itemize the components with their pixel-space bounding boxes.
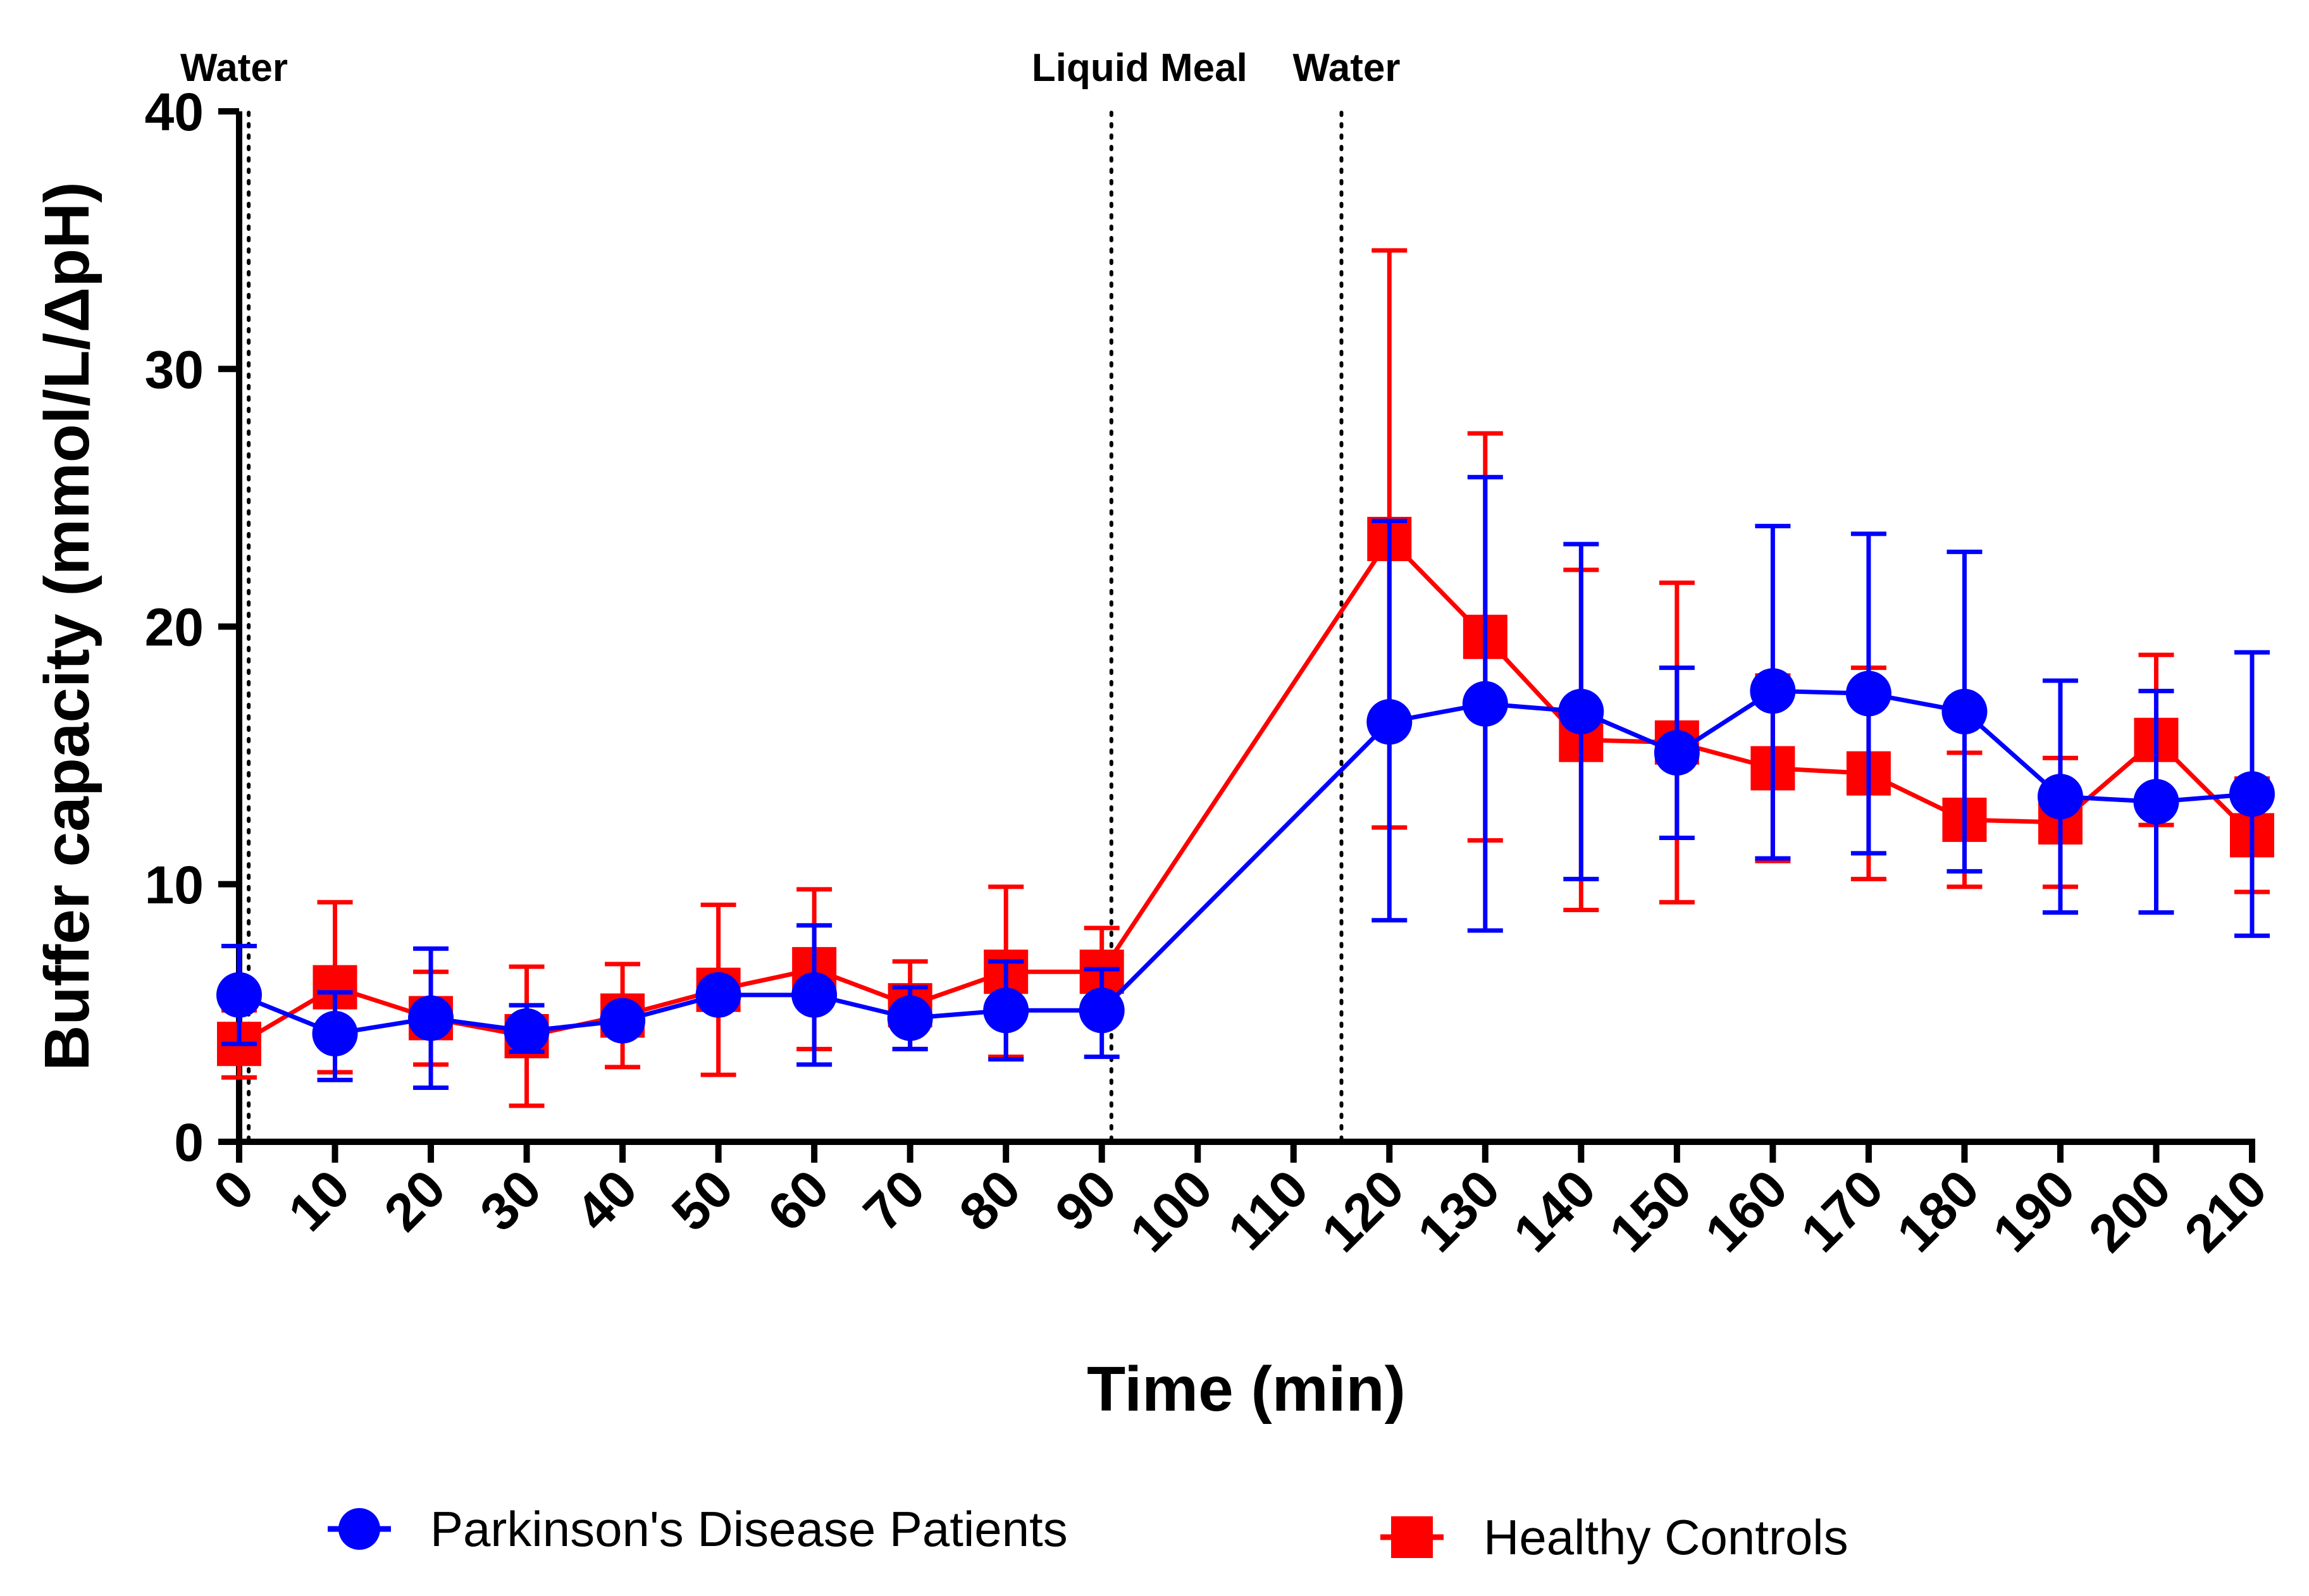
x-tick-label-170: 170 <box>1790 1158 1895 1263</box>
legend: Parkinson's Disease Patients Healthy Con… <box>328 1501 1848 1565</box>
x-axis-ticks: 0 10 20 30 40 50 60 70 80 90100110120130140150160… <box>202 1142 2278 1263</box>
axes <box>236 111 2255 1145</box>
x-tick-label-140: 140 <box>1502 1158 1607 1263</box>
point-pd-140 <box>1558 688 1604 734</box>
x-tick-label-120: 120 <box>1310 1158 1415 1263</box>
point-pd-130 <box>1462 681 1508 727</box>
y-tick-label-10: 10 <box>145 855 204 915</box>
point-pd-120 <box>1366 699 1413 745</box>
x-tick-label-100: 100 <box>1118 1158 1223 1263</box>
x-tick-label-210: 210 <box>2173 1158 2278 1263</box>
point-pd-60 <box>791 972 838 1018</box>
series-line-0 <box>238 688 2253 1036</box>
event-annotations: Water Liquid Meal Water <box>180 46 1401 1144</box>
point-pd-10 <box>312 1010 358 1056</box>
point-pd-160 <box>1750 668 1796 714</box>
x-tick-label-200: 200 <box>2077 1158 2182 1263</box>
x-tick-label-60: 60 <box>756 1158 840 1242</box>
x-axis-title: Time (min) <box>1087 1354 1406 1425</box>
y-axis-title: Buffer capacity (mmol/L/ΔpH) <box>32 182 102 1070</box>
point-pd-30 <box>504 1008 550 1054</box>
x-tick-label-80: 80 <box>948 1158 1032 1242</box>
x-tick-label-190: 190 <box>1981 1158 2086 1263</box>
point-pd-20 <box>408 995 454 1041</box>
x-tick-label-70: 70 <box>852 1158 936 1242</box>
y-tick-label-20: 20 <box>145 598 204 657</box>
legend-hc-label: Healthy Controls <box>1483 1509 1848 1565</box>
y-tick-label-30: 30 <box>145 340 204 399</box>
y-tick-label-0: 0 <box>174 1113 204 1172</box>
x-tick-label-180: 180 <box>1886 1158 1991 1263</box>
x-tick-label-0: 0 <box>202 1158 265 1222</box>
x-tick-label-90: 90 <box>1044 1158 1128 1242</box>
annotation-label-0: Water <box>180 46 288 90</box>
x-tick-label-40: 40 <box>564 1158 648 1242</box>
legend-item-hc: Healthy Controls <box>1380 1509 1848 1565</box>
point-pd-50 <box>695 972 741 1018</box>
legend-hc-marker <box>1391 1516 1433 1558</box>
x-tick-label-50: 50 <box>660 1158 745 1242</box>
data-series <box>216 248 2275 1108</box>
point-pd-0 <box>216 972 262 1018</box>
point-pd-200 <box>2133 779 2179 825</box>
point-pd-150 <box>1654 730 1700 776</box>
point-pd-210 <box>2229 771 2275 817</box>
point-pd-190 <box>2037 774 2083 820</box>
point-pd-40 <box>600 998 646 1044</box>
x-tick-label-10: 10 <box>277 1158 361 1242</box>
x-tick-label-30: 30 <box>469 1158 553 1242</box>
y-axis-ticks: 0 10 20 30 40 <box>145 82 239 1172</box>
series-pd <box>216 474 2275 1090</box>
point-pd-80 <box>983 987 1029 1034</box>
legend-pd-label: Parkinson's Disease Patients <box>430 1501 1068 1557</box>
x-tick-label-160: 160 <box>1694 1158 1799 1263</box>
y-tick-label-40: 40 <box>145 82 204 142</box>
x-tick-label-150: 150 <box>1598 1158 1703 1263</box>
legend-pd-marker <box>338 1508 380 1550</box>
x-tick-label-20: 20 <box>373 1158 457 1242</box>
annotation-label-1: Liquid Meal <box>1032 46 1247 90</box>
point-pd-180 <box>1941 688 1988 734</box>
x-tick-label-110: 110 <box>1216 1158 1319 1261</box>
point-pd-70 <box>887 995 933 1041</box>
legend-item-pd: Parkinson's Disease Patients <box>328 1501 1068 1557</box>
x-tick-label-130: 130 <box>1406 1158 1511 1263</box>
point-pd-90 <box>1079 987 1125 1034</box>
point-pd-170 <box>1845 671 1891 717</box>
annotation-label-2: Water <box>1293 46 1401 90</box>
